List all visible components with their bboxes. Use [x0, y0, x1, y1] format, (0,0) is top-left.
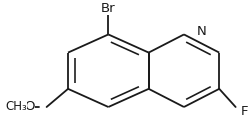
Text: CH₃: CH₃ — [5, 101, 27, 113]
Text: Br: Br — [101, 1, 116, 15]
Text: O: O — [24, 101, 35, 113]
Text: F: F — [241, 105, 248, 118]
Text: N: N — [197, 25, 206, 38]
